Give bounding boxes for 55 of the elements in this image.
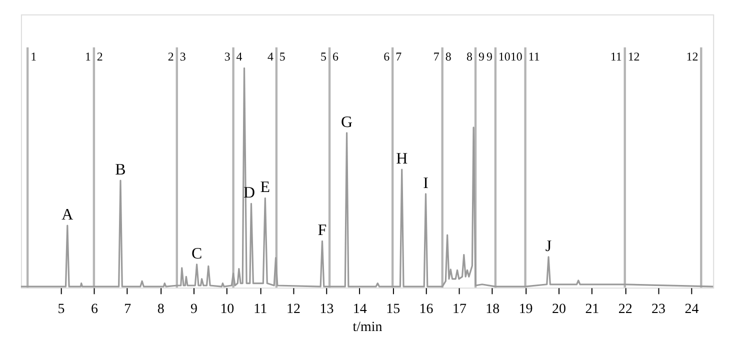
x-tick-label: 9 bbox=[190, 302, 198, 318]
text: 2 bbox=[168, 49, 174, 64]
x-tick-label: 7 bbox=[124, 302, 132, 318]
text: 9 bbox=[486, 49, 492, 64]
x-tick-label: 12 bbox=[286, 302, 301, 318]
text: 6 bbox=[332, 49, 339, 64]
text: 9 bbox=[478, 49, 485, 64]
text: 1 bbox=[84, 49, 91, 64]
annotation: A bbox=[62, 206, 74, 224]
x-tick-label: 13 bbox=[320, 302, 334, 318]
x-tick-label: 11 bbox=[254, 302, 268, 318]
annotation: D bbox=[243, 184, 255, 202]
annotation: C bbox=[191, 245, 202, 262]
x-tick-label: 21 bbox=[585, 302, 600, 318]
text: 8 bbox=[466, 49, 473, 64]
text: 5 bbox=[279, 49, 286, 64]
text: 4 bbox=[236, 49, 242, 64]
text: 11 bbox=[610, 49, 622, 64]
text: 1 bbox=[30, 49, 37, 64]
text: 4 bbox=[267, 49, 274, 64]
text: 3 bbox=[180, 49, 186, 64]
text: 7 bbox=[396, 49, 402, 64]
x-tick-label: 15 bbox=[386, 302, 400, 318]
text: 7 bbox=[433, 49, 440, 64]
x-tick-label: 20 bbox=[552, 302, 566, 318]
text: 10 bbox=[510, 49, 522, 64]
x-tick-label: 17 bbox=[452, 302, 466, 318]
annotation: H bbox=[396, 150, 408, 168]
text: 11 bbox=[528, 49, 540, 64]
x-tick-label: 10 bbox=[220, 302, 234, 318]
x-tick-label: 22 bbox=[618, 302, 632, 318]
x-tick-label: 5 bbox=[58, 302, 65, 318]
x-tick-label: 23 bbox=[652, 302, 666, 318]
x-tick-label: 16 bbox=[419, 302, 434, 318]
text: 2 bbox=[96, 49, 103, 64]
x-tick-label: 18 bbox=[486, 302, 500, 318]
x-tick-label: 6 bbox=[90, 302, 98, 318]
x-tick-label: 24 bbox=[684, 302, 699, 318]
text: 12 bbox=[686, 49, 698, 64]
annotation: E bbox=[260, 179, 270, 196]
annotation: F bbox=[318, 222, 327, 240]
text: 10 bbox=[498, 49, 510, 64]
annotation: J bbox=[545, 238, 552, 255]
annotation: B bbox=[115, 162, 126, 179]
text: 12 bbox=[628, 49, 640, 64]
annotation: G bbox=[341, 114, 354, 131]
text: 8 bbox=[445, 49, 452, 64]
x-tick-label: 8 bbox=[157, 302, 164, 318]
x-axis-title: t/min bbox=[352, 320, 382, 336]
annotation: I bbox=[423, 174, 428, 192]
text: 6 bbox=[384, 49, 390, 64]
text: 5 bbox=[320, 49, 327, 64]
x-tick-label: 14 bbox=[352, 302, 367, 318]
x-tick-label: 19 bbox=[518, 302, 533, 318]
text: 3 bbox=[224, 49, 230, 64]
